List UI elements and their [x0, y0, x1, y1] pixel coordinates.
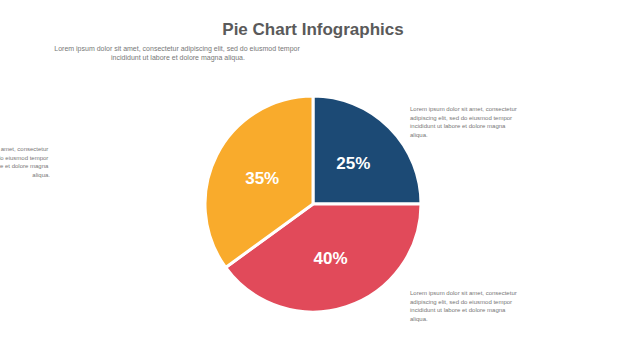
- svg-text:adipiscing elit, sed do eiusmo: adipiscing elit, sed do eiusmod tempor: [410, 115, 514, 121]
- svg-text:aliqua.: aliqua.: [410, 316, 428, 322]
- svg-text:incididunt ut labore et dolore: incididunt ut labore et dolore magna: [410, 307, 507, 313]
- svg-text:incididunt ut labore et dolore: incididunt ut labore et dolore magna ali…: [111, 54, 245, 62]
- svg-text:incididunt ut labore et dolore: incididunt ut labore et dolore magna: [0, 163, 50, 169]
- svg-text:incididunt ut labore et dolore: incididunt ut labore et dolore magna: [410, 123, 507, 129]
- svg-text:Pie Chart Infographics: Pie Chart Infographics: [222, 20, 403, 39]
- svg-text:35%: 35%: [245, 169, 279, 188]
- svg-text:Lorem ipsum dolor sit amet, co: Lorem ipsum dolor sit amet, consectetur: [0, 146, 50, 152]
- svg-text:Lorem ipsum dolor sit amet, co: Lorem ipsum dolor sit amet, consectetur: [410, 106, 518, 112]
- svg-text:Lorem ipsum dolor sit amet, co: Lorem ipsum dolor sit amet, consectetur: [410, 290, 518, 296]
- svg-text:Lorem ipsum dolor sit amet, co: Lorem ipsum dolor sit amet, consectetur …: [54, 45, 301, 53]
- svg-text:25%: 25%: [336, 154, 370, 173]
- svg-text:40%: 40%: [314, 249, 348, 268]
- svg-text:adipiscing elit, sed do eiusmo: adipiscing elit, sed do eiusmod tempor: [0, 155, 50, 161]
- svg-text:aliqua.: aliqua.: [410, 132, 428, 138]
- svg-text:aliqua.: aliqua.: [32, 172, 50, 178]
- svg-text:adipiscing elit, sed do eiusmo: adipiscing elit, sed do eiusmod tempor: [410, 299, 514, 305]
